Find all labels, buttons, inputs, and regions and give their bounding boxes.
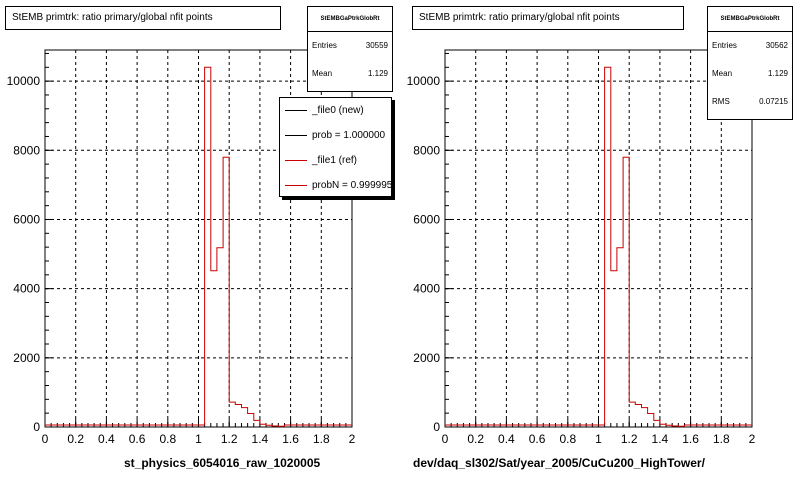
y-tick-label: 4000: [13, 282, 40, 296]
panel1-title: StEMB primtrk: ratio primary/global nfit…: [12, 12, 213, 23]
histogram-ref-outline: [604, 66, 685, 427]
panel2-stats-name: StEMBGaPtrkGlobRt: [708, 7, 792, 32]
y-tick-label: 0: [33, 420, 40, 434]
histogram-bin: [229, 402, 235, 427]
x-tick-label: 0.4: [98, 432, 115, 446]
histogram-bin: [611, 271, 617, 427]
y-tick-label: 8000: [13, 143, 40, 157]
x-tick-label: 0.4: [498, 432, 515, 446]
y-tick-label: 2000: [413, 351, 440, 365]
x-tick-label: 2: [749, 432, 756, 446]
histogram-bin: [235, 405, 241, 427]
x-tick-label: 1.6: [682, 432, 699, 446]
y-tick-label: 10000: [7, 74, 41, 88]
histogram-bin: [654, 420, 660, 427]
x-tick-label: 1.8: [713, 432, 730, 446]
histogram-bin: [666, 425, 672, 427]
panel2-stats-row-rms: RMS 0.07215: [712, 97, 788, 106]
histogram-bin: [641, 408, 647, 427]
panel1-xlabel: st_physics_6054016_raw_1020005: [124, 456, 321, 470]
x-tick-label: 0.8: [559, 432, 576, 446]
histogram-bin: [623, 157, 629, 427]
y-tick-label: 6000: [413, 212, 440, 226]
legend-entry-file0: _file0 (new): [280, 98, 391, 123]
x-tick-label: 0.6: [129, 432, 146, 446]
panel2-stats-row-entries: Entries 30562: [712, 41, 788, 50]
panel1-stats-name: StEMBGaPtrkGlobRt: [308, 7, 392, 32]
panel2-title-box: StEMB primtrk: ratio primary/global nfit…: [412, 6, 684, 30]
histogram-bin: [241, 408, 247, 427]
panel2-stats-box: StEMBGaPtrkGlobRt Entries 30562 Mean 1.1…: [707, 6, 793, 120]
x-tick-label: 1.4: [252, 432, 269, 446]
x-tick-label: 1.6: [282, 432, 299, 446]
x-tick-label: 1: [195, 432, 202, 446]
histogram-bin: [635, 405, 641, 427]
panel1-title-box: StEMB primtrk: ratio primary/global nfit…: [5, 6, 281, 30]
x-tick-label: 0.6: [529, 432, 546, 446]
legend-entry-file1: _file1 (ref): [280, 148, 391, 173]
histogram-bin: [272, 426, 278, 427]
histogram-bin: [223, 157, 229, 427]
x-tick-label: 0: [442, 432, 449, 446]
histogram-bin: [217, 248, 223, 427]
panel1-plot: 0 0.2 0.4 0.6 0.8 1 1.2 1.4 1.6 1.8 2 0 2000 4000 6000…: [7, 49, 356, 446]
panel2-stats-row-mean: Mean 1.129: [712, 69, 788, 78]
x-tick-label: 1.8: [313, 432, 330, 446]
panel1-stats-row-entries: Entries 30559: [312, 41, 388, 50]
histogram-bin: [648, 414, 654, 427]
x-tick-label: 0.8: [159, 432, 176, 446]
panel2-xlabel: dev/daq_sl302/Sat/year_2005/CuCu200_High…: [413, 456, 705, 470]
histogram-bin: [678, 426, 684, 427]
histogram-bin: [605, 67, 611, 427]
panel1-stats-row-mean: Mean 1.129: [312, 69, 388, 78]
histogram-bin: [211, 271, 217, 427]
histogram-ref-outline: [204, 66, 285, 427]
histogram-bin: [629, 402, 635, 427]
panel2-title: StEMB primtrk: ratio primary/global nfit…: [419, 12, 620, 23]
panel1-legend: _file0 (new) prob = 1.000000 _file1 (ref…: [279, 97, 392, 197]
histogram-bin: [672, 426, 678, 427]
x-tick-label: 1.2: [221, 432, 238, 446]
x-tick-label: 1: [595, 432, 602, 446]
y-tick-label: 6000: [13, 212, 40, 226]
x-tick-label: 1.2: [621, 432, 638, 446]
x-tick-label: 1.4: [652, 432, 669, 446]
x-tick-label: 2: [349, 432, 356, 446]
x-tick-label: 0.2: [67, 432, 84, 446]
y-tick-label: 0: [433, 420, 440, 434]
x-tick-label: 0: [42, 432, 49, 446]
histogram-bin: [254, 420, 260, 427]
y-tick-label: 10000: [407, 74, 441, 88]
y-tick-label: 8000: [413, 143, 440, 157]
histogram-bin: [617, 248, 623, 427]
y-tick-label: 2000: [13, 351, 40, 365]
histogram-bin: [660, 424, 666, 427]
panel1-stats-box: StEMBGaPtrkGlobRt Entries 30559 Mean 1.1…: [307, 6, 393, 92]
histogram-bin: [266, 425, 272, 427]
histogram-bin: [205, 67, 211, 427]
legend-entry-prob: prob = 1.000000: [280, 123, 391, 148]
histogram-bin: [278, 426, 284, 427]
legend-entry-probn: probN = 0.999995: [280, 173, 391, 196]
histogram-bin: [260, 424, 266, 427]
x-tick-label: 0.2: [467, 432, 484, 446]
y-tick-label: 4000: [413, 282, 440, 296]
histogram-bin: [248, 414, 254, 427]
panel2-plot: 0 0.2 0.4 0.6 0.8 1 1.2 1.4 1.6 1.8 2 0 2000 4000 6000…: [407, 49, 756, 446]
